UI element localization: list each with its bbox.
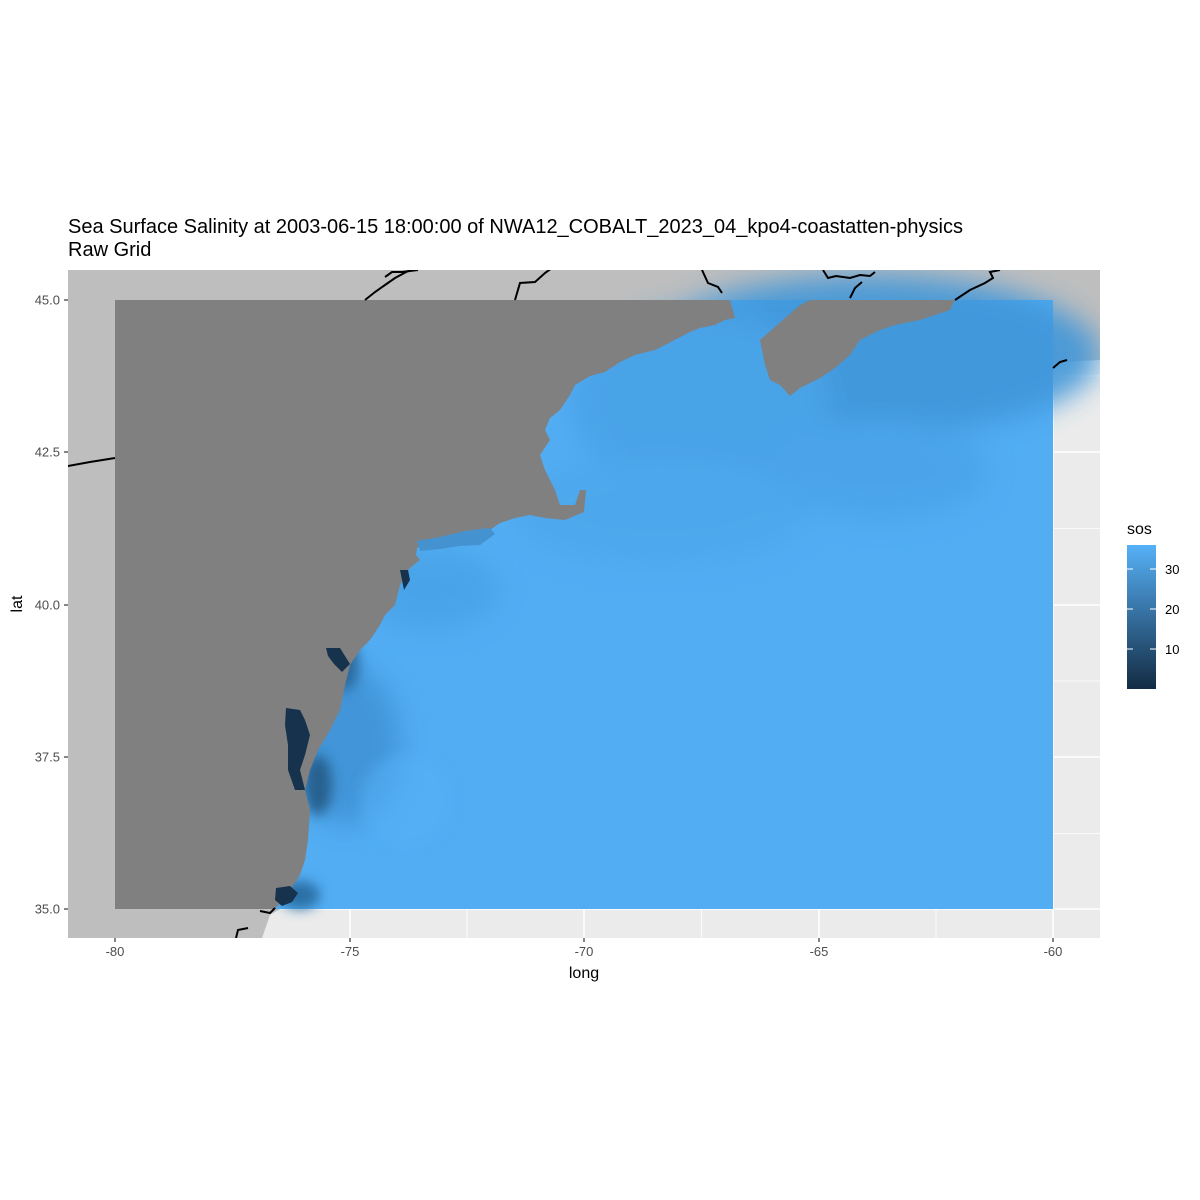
legend-label: 20 [1165,602,1179,617]
y-axis-labels: 35.0 37.5 40.0 42.5 45.0 [35,293,60,917]
y-axis-title: lat [9,595,26,612]
x-tick-label: -80 [106,944,125,959]
color-legend: sos 10 20 30 [1127,521,1179,689]
y-tick-label: 42.5 [35,445,60,460]
chart-title: Sea Surface Salinity at 2003-06-15 18:00… [68,216,963,238]
legend-label: 10 [1165,642,1179,657]
legend-colorbar [1127,545,1156,689]
x-tick-label: -65 [810,944,829,959]
y-axis-ticks [64,300,68,909]
y-tick-label: 45.0 [35,293,60,308]
y-tick-label: 35.0 [35,902,60,917]
legend-label: 30 [1165,562,1179,577]
y-tick-label: 40.0 [35,598,60,613]
x-tick-label: -70 [575,944,594,959]
x-axis-title: long [569,965,599,982]
y-tick-label: 37.5 [35,750,60,765]
chart-subtitle: Raw Grid [68,239,151,261]
legend-title: sos [1127,521,1152,538]
x-tick-label: -60 [1044,944,1063,959]
x-axis-labels: -80 -75 -70 -65 -60 [106,944,1063,959]
x-tick-label: -75 [341,944,360,959]
x-axis-ticks [115,938,1053,942]
